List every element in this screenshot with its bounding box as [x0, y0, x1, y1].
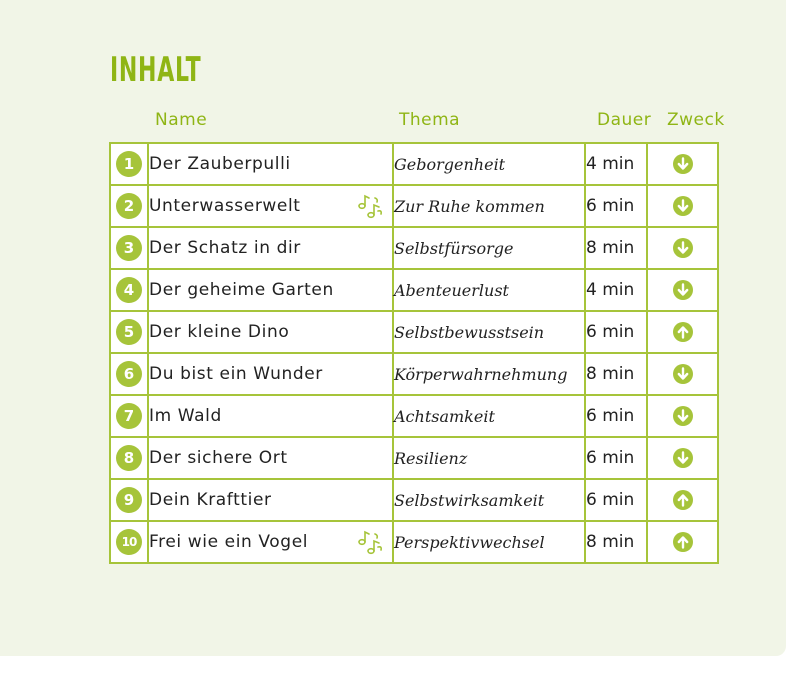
story-theme: Zur Ruhe kommen	[392, 184, 586, 228]
page-title: INHALT	[110, 50, 202, 90]
purpose-cell	[646, 268, 719, 312]
column-header-name: Name	[155, 110, 208, 130]
story-name-text: Im Wald	[149, 406, 222, 426]
row-number-cell: 3	[109, 226, 149, 270]
table-row: 9 Dein Krafttier Selbstwirksamkeit 6 min	[109, 478, 719, 522]
table-row: 1 Der Zauberpulli Geborgenheit 4 min	[109, 142, 719, 186]
story-name-text: Der kleine Dino	[149, 322, 290, 342]
purpose-cell	[646, 352, 719, 396]
purpose-cell	[646, 310, 719, 354]
story-duration: 6 min	[584, 394, 648, 438]
row-number-cell: 2	[109, 184, 149, 228]
row-number-cell: 4	[109, 268, 149, 312]
story-name-text: Frei wie ein Vogel	[149, 532, 309, 552]
number-badge: 7	[116, 403, 142, 429]
number-badge: 5	[116, 319, 142, 345]
up-arrow-icon	[672, 322, 693, 343]
row-number-cell: 10	[109, 520, 149, 564]
story-duration: 8 min	[584, 520, 648, 564]
number-badge: 9	[116, 487, 142, 513]
page-background: INHALT Name Thema Dauer Zweck 1 Der Zaube…	[0, 0, 786, 656]
purpose-cell	[646, 520, 719, 564]
down-arrow-icon	[672, 364, 693, 385]
story-theme: Selbstwirksamkeit	[392, 478, 586, 522]
number-badge: 2	[116, 193, 142, 219]
story-name: Der Zauberpulli	[147, 142, 394, 186]
column-header-theme: Thema	[399, 110, 461, 130]
story-theme: Selbstfürsorge	[392, 226, 586, 270]
story-name-text: Der geheime Garten	[149, 280, 334, 300]
music-note-icon	[358, 530, 382, 555]
story-duration: 6 min	[584, 436, 648, 480]
number-badge: 1	[116, 151, 142, 177]
number-badge: 8	[116, 445, 142, 471]
story-name-text: Dein Krafttier	[149, 490, 272, 510]
row-number-cell: 5	[109, 310, 149, 354]
story-name: Unterwasserwelt	[147, 184, 394, 228]
row-number-cell: 6	[109, 352, 149, 396]
story-theme: Abenteuerlust	[392, 268, 586, 312]
down-arrow-icon	[672, 406, 693, 427]
number-badge: 10	[116, 529, 142, 555]
purpose-cell	[646, 142, 719, 186]
down-arrow-icon	[672, 154, 693, 175]
story-theme: Selbstbewusstsein	[392, 310, 586, 354]
contents-table: 1 Der Zauberpulli Geborgenheit 4 min 2 Unterw…	[109, 142, 719, 564]
story-name-text: Der Schatz in dir	[149, 238, 301, 258]
story-name: Der geheime Garten	[147, 268, 394, 312]
story-theme: Resilienz	[392, 436, 586, 480]
down-arrow-icon	[672, 280, 693, 301]
purpose-cell	[646, 226, 719, 270]
column-header-purpose: Zweck	[667, 110, 725, 130]
purpose-cell	[646, 394, 719, 438]
down-arrow-icon	[672, 448, 693, 469]
story-duration: 4 min	[584, 268, 648, 312]
story-duration: 8 min	[584, 352, 648, 396]
up-arrow-icon	[672, 532, 693, 553]
table-row: 10 Frei wie ein Vogel Perspektivwechsel 8 m…	[109, 520, 719, 564]
story-duration: 4 min	[584, 142, 648, 186]
purpose-cell	[646, 478, 719, 522]
story-name-text: Der Zauberpulli	[149, 154, 291, 174]
down-arrow-icon	[672, 238, 693, 259]
table-row: 3 Der Schatz in dir Selbstfürsorge 8 min	[109, 226, 719, 270]
number-badge: 6	[116, 361, 142, 387]
story-duration: 6 min	[584, 478, 648, 522]
story-name: Im Wald	[147, 394, 394, 438]
story-theme: Körperwahrnehmung	[392, 352, 586, 396]
table-row: 8 Der sichere Ort Resilienz 6 min	[109, 436, 719, 480]
story-name-text: Du bist ein Wunder	[149, 364, 323, 384]
down-arrow-icon	[672, 196, 693, 217]
table-row: 5 Der kleine Dino Selbstbewusstsein 6 min	[109, 310, 719, 354]
story-duration: 6 min	[584, 184, 648, 228]
story-name-text: Der sichere Ort	[149, 448, 288, 468]
purpose-cell	[646, 184, 719, 228]
row-number-cell: 8	[109, 436, 149, 480]
row-number-cell: 7	[109, 394, 149, 438]
table-row: 4 Der geheime Garten Abenteuerlust 4 min	[109, 268, 719, 312]
purpose-cell	[646, 436, 719, 480]
story-name: Dein Krafttier	[147, 478, 394, 522]
table-row: 7 Im Wald Achtsamkeit 6 min	[109, 394, 719, 438]
story-name-text: Unterwasserwelt	[149, 196, 301, 216]
story-name: Frei wie ein Vogel	[147, 520, 394, 564]
row-number-cell: 1	[109, 142, 149, 186]
music-note-icon	[358, 194, 382, 219]
story-name: Du bist ein Wunder	[147, 352, 394, 396]
up-arrow-icon	[672, 490, 693, 511]
story-name: Der kleine Dino	[147, 310, 394, 354]
story-name: Der Schatz in dir	[147, 226, 394, 270]
story-duration: 6 min	[584, 310, 648, 354]
number-badge: 4	[116, 277, 142, 303]
table-row: 6 Du bist ein Wunder Körperwahrnehmung 8 mi…	[109, 352, 719, 396]
story-duration: 8 min	[584, 226, 648, 270]
column-header-duration: Dauer	[597, 110, 652, 130]
story-theme: Geborgenheit	[392, 142, 586, 186]
row-number-cell: 9	[109, 478, 149, 522]
story-theme: Perspektivwechsel	[392, 520, 586, 564]
story-theme: Achtsamkeit	[392, 394, 586, 438]
table-row: 2 Unterwasserwelt Zur Ruhe kommen 6 min	[109, 184, 719, 228]
story-name: Der sichere Ort	[147, 436, 394, 480]
number-badge: 3	[116, 235, 142, 261]
